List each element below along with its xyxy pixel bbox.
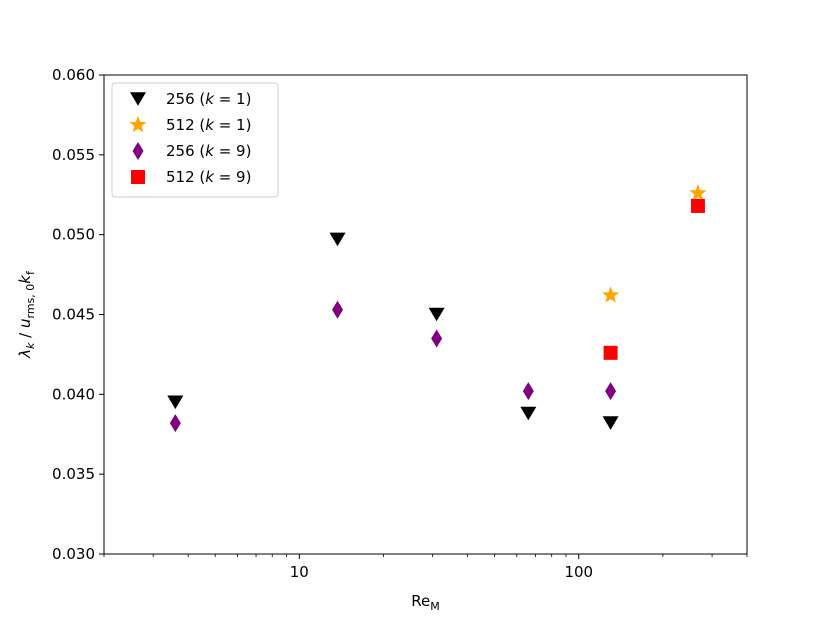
data-point <box>689 184 707 201</box>
data-point <box>329 232 346 247</box>
x-tick-label: 100 <box>564 563 593 581</box>
legend-marker <box>132 142 144 160</box>
data-point <box>602 286 620 303</box>
data-points <box>167 184 707 433</box>
x-axis-label: ReM <box>411 592 439 613</box>
axis-ticks: 0.030 0.035 0.040 0.045 0.050 0.055 0.060 10 100 <box>52 66 748 581</box>
legend: 256 (k = 1) 512 (k = 1) 256 (k = 9) 512 (k … <box>111 82 279 198</box>
data-point <box>332 300 344 319</box>
data-point <box>428 307 445 322</box>
legend-marker <box>131 170 145 184</box>
x-axis-label-main: Re <box>411 592 430 610</box>
y-tick-label: 0.035 <box>52 465 95 483</box>
data-point <box>520 406 537 421</box>
data-point <box>522 382 534 401</box>
legend-marker <box>130 92 146 106</box>
data-point <box>603 345 618 360</box>
legend-frame <box>111 82 279 198</box>
y-tick-label: 0.055 <box>52 146 95 164</box>
legend-label: 256 (k = 1) <box>166 90 251 108</box>
y-axis-label: λk / urms, 0kf <box>16 270 37 359</box>
data-point <box>602 416 619 430</box>
y-tick-label: 0.060 <box>52 66 95 84</box>
x-axis-label-sub: M <box>430 600 440 613</box>
data-point <box>431 329 443 348</box>
x-tick-label: 10 <box>290 563 309 581</box>
legend-label: 256 (k = 9) <box>166 142 251 160</box>
y-tick-label: 0.040 <box>52 385 95 403</box>
legend-marker <box>129 116 147 133</box>
data-point <box>167 395 184 410</box>
y-tick-label: 0.045 <box>52 306 95 324</box>
y-tick-label: 0.050 <box>52 226 95 244</box>
y-tick-label: 0.030 <box>52 545 95 563</box>
data-point <box>169 414 181 433</box>
data-point <box>690 198 705 213</box>
data-point <box>605 382 617 401</box>
legend-label: 512 (k = 1) <box>166 116 251 134</box>
legend-label: 512 (k = 9) <box>166 168 251 186</box>
